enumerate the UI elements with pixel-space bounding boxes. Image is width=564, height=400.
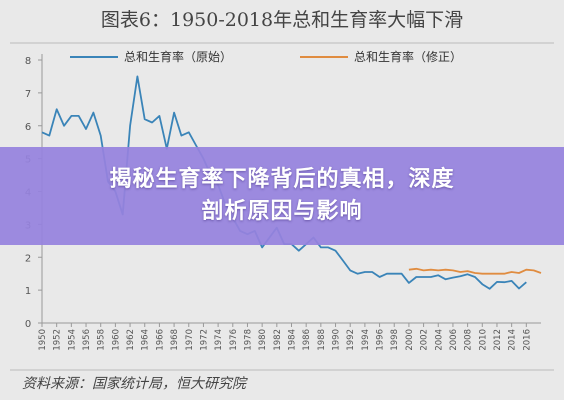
x-tick-label: 1960 [111, 329, 121, 351]
legend-label-2: 总和生育率（修正） [354, 49, 462, 64]
x-tick-label: 1984 [288, 329, 298, 351]
y-tick-label: 2 [25, 253, 31, 264]
y-tick-label: 0 [25, 319, 31, 330]
x-tick-label: 1952 [53, 329, 63, 351]
plot-area: 0123456781950195219541956195819601962196… [25, 54, 542, 351]
y-tick-label: 1 [25, 286, 31, 297]
x-tick-label: 1992 [346, 329, 356, 351]
legend-label-1: 总和生育率（原始） [124, 49, 232, 64]
x-tick-label: 1998 [390, 329, 400, 351]
headline-line-2: 剖析原因与影响 [201, 199, 363, 224]
x-tick-label: 1964 [141, 329, 151, 351]
x-tick-label: 2000 [405, 329, 415, 351]
y-tick-label: 6 [25, 122, 31, 133]
x-tick-label: 1996 [376, 329, 386, 351]
x-tick-label: 2002 [420, 329, 430, 351]
x-tick-label: 2004 [434, 329, 444, 351]
y-tick-label: 7 [25, 89, 31, 100]
x-tick-label: 1950 [38, 329, 48, 351]
x-tick-label: 1974 [214, 329, 224, 351]
x-tick-label: 2016 [522, 329, 532, 351]
x-tick-label: 1986 [302, 329, 312, 351]
chart-title: 图表6：1950-2018年总和生育率大幅下滑 [101, 9, 463, 31]
x-tick-label: 1988 [317, 329, 327, 351]
x-tick-label: 1970 [185, 329, 195, 351]
x-tick-label: 2006 [449, 329, 459, 351]
x-tick-label: 1956 [82, 329, 92, 351]
x-tick-label: 1982 [273, 329, 283, 351]
x-tick-label: 1958 [97, 329, 107, 351]
headline-line-1: 揭秘生育率下降背后的真相，深度 [109, 167, 455, 192]
y-tick-label: 8 [25, 56, 31, 67]
x-tick-label: 1990 [332, 329, 342, 351]
x-tick-label: 1980 [258, 329, 268, 351]
x-tick-label: 1962 [126, 329, 136, 351]
series-line-2 [408, 267, 542, 275]
x-tick-label: 1972 [199, 329, 209, 351]
x-tick-label: 2012 [493, 329, 503, 351]
x-tick-label: 1968 [170, 329, 180, 351]
x-tick-label: 2014 [508, 329, 518, 351]
chart-source: 资料来源：国家统计局，恒大研究院 [22, 376, 248, 392]
x-tick-label: 1954 [67, 329, 77, 351]
headline-banner: 揭秘生育率下降背后的真相，深度 剖析原因与影响 [0, 147, 564, 245]
x-tick-label: 2008 [464, 329, 474, 351]
x-tick-label: 1966 [155, 329, 165, 351]
x-tick-label: 2010 [478, 329, 488, 351]
x-tick-label: 1994 [361, 329, 371, 351]
legend: 总和生育率（原始） 总和生育率（修正） [70, 49, 462, 64]
x-tick-label: 1978 [243, 329, 253, 351]
x-tick-label: 1976 [229, 329, 239, 351]
